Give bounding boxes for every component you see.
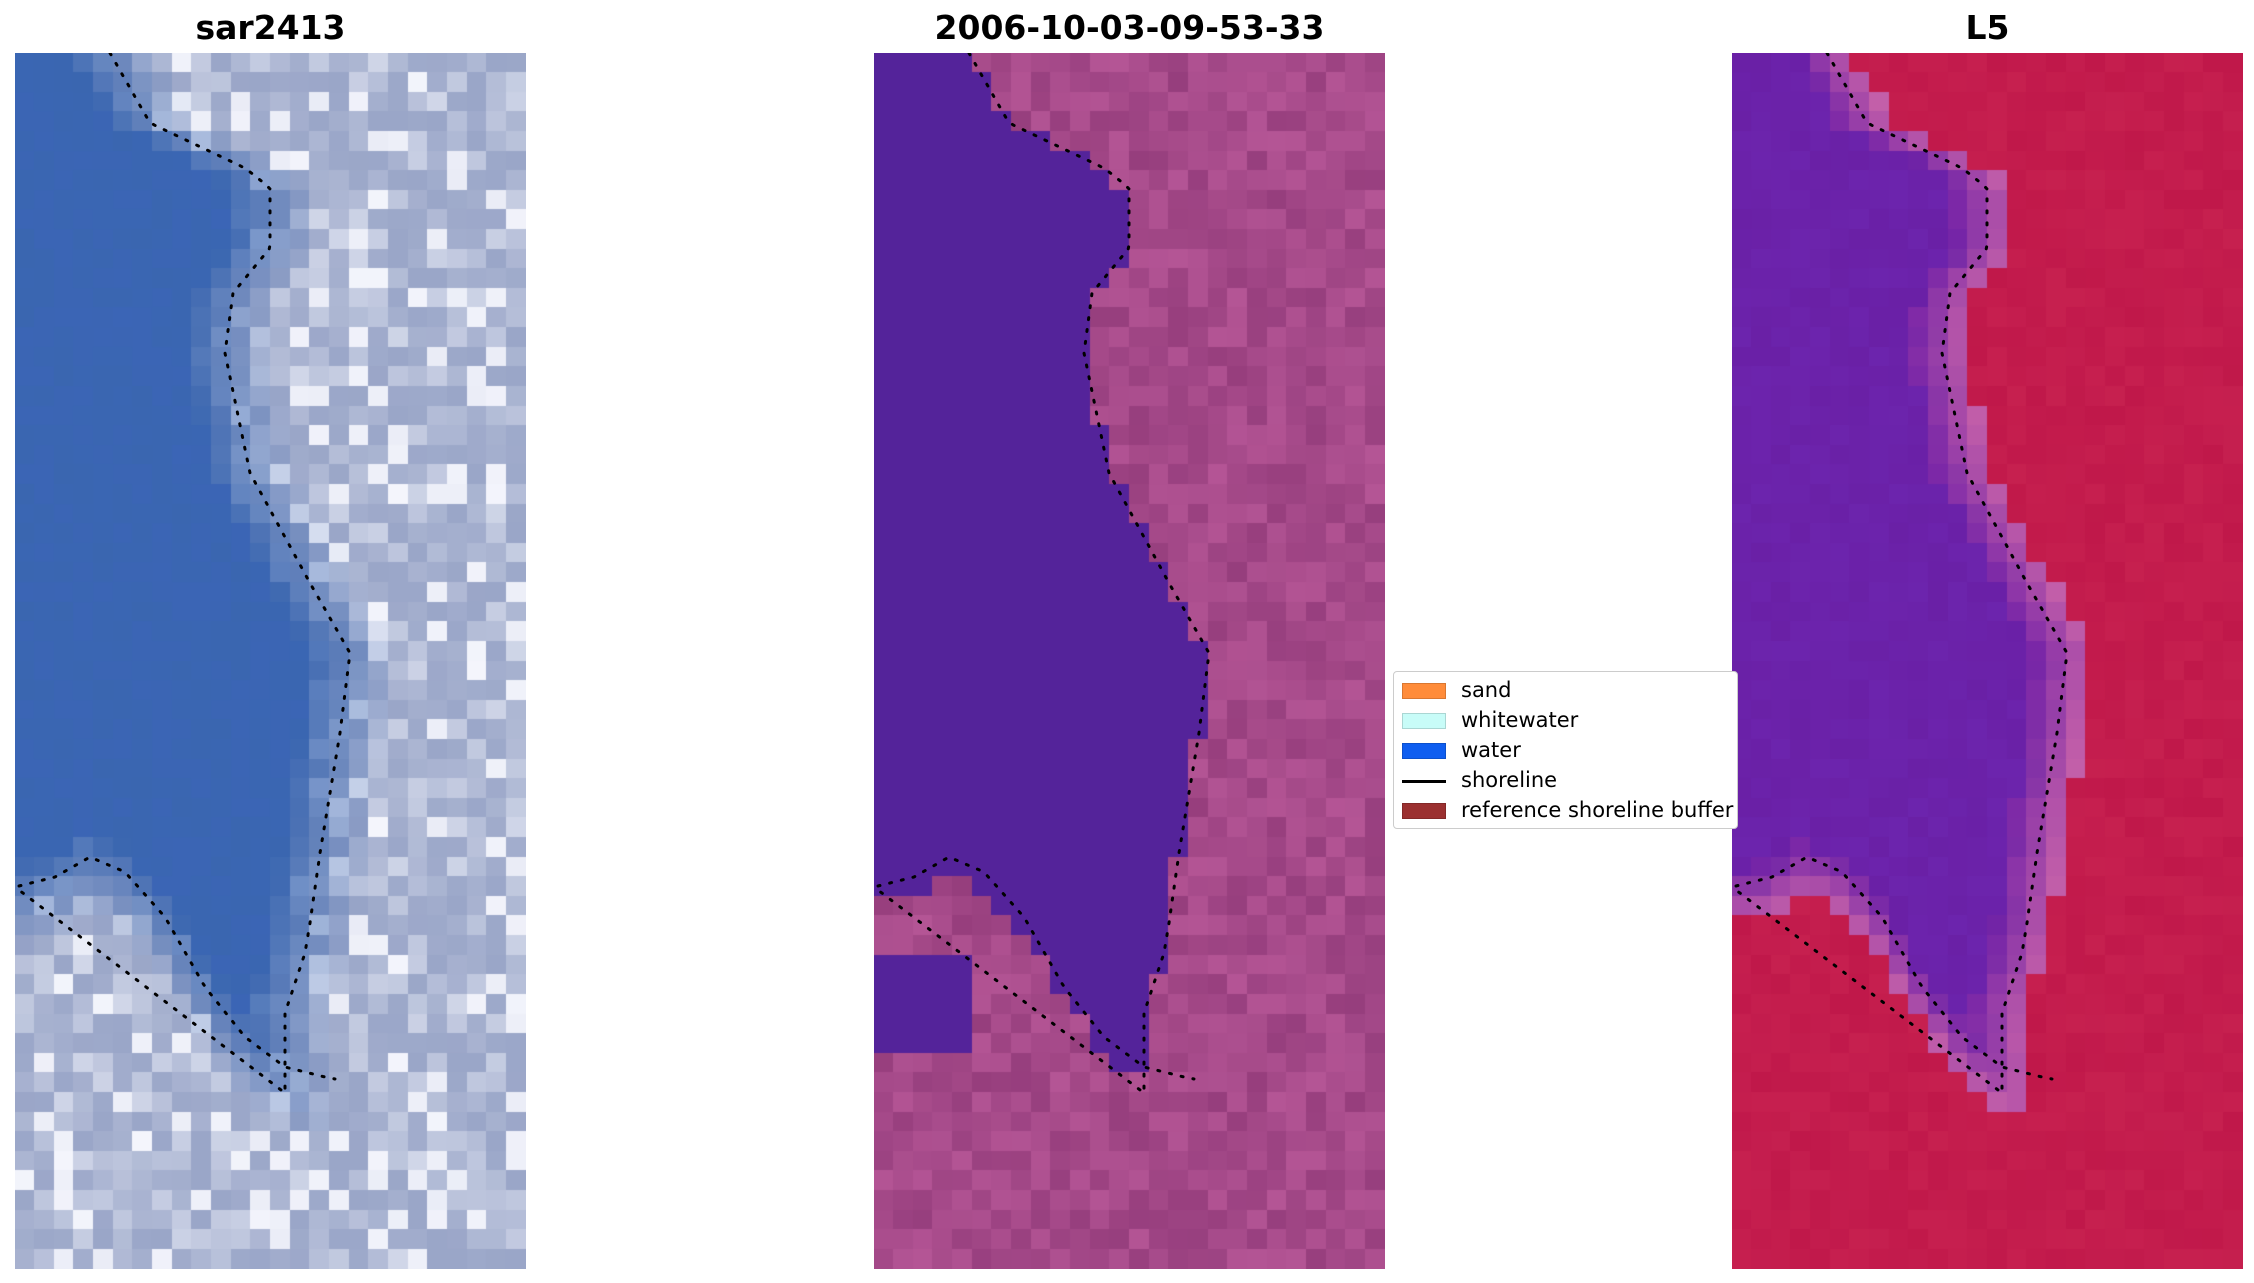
reference-buffer-swatch-icon: [1402, 803, 1446, 819]
panel-classified-image: [874, 53, 1385, 1269]
legend-label-shoreline: shoreline: [1461, 768, 1558, 792]
whitewater-swatch-icon: [1402, 713, 1446, 729]
rgb-image-canvas: [15, 53, 526, 1269]
legend-label-whitewater: whitewater: [1461, 708, 1579, 732]
shoreline-line-icon: [1402, 780, 1446, 783]
index-image-canvas: [1732, 53, 2243, 1269]
legend: sand whitewater water shoreline referenc…: [1393, 671, 1738, 829]
shoreline-line: [1732, 53, 2069, 1097]
shoreline-overlay-index: [1732, 53, 2069, 1097]
panel-rgb-image: [15, 53, 526, 1269]
panel-title-index: L5: [1965, 8, 2010, 47]
legend-label-sand: sand: [1461, 678, 1512, 702]
panel-title-classified: 2006-10-03-09-53-33: [934, 8, 1325, 47]
shoreline-overlay-classified: [874, 53, 1211, 1097]
water-swatch-icon: [1402, 743, 1446, 759]
legend-item-water: water: [1402, 735, 1737, 763]
shoreline-line: [15, 53, 352, 1097]
panel-title-rgb: sar2413: [195, 8, 346, 47]
legend-item-sand: sand: [1402, 675, 1737, 703]
legend-item-whitewater: whitewater: [1402, 705, 1737, 733]
shoreline-line-lower: [1734, 855, 2054, 1081]
legend-item-reference-buffer: reference shoreline buffer: [1402, 795, 1737, 823]
shoreline-line: [874, 53, 1211, 1097]
sand-swatch-icon: [1402, 683, 1446, 699]
shoreline-overlay-rgb: [15, 53, 352, 1097]
panel-index-image: [1732, 53, 2243, 1269]
legend-label-reference-buffer: reference shoreline buffer: [1461, 798, 1734, 822]
shoreline-line-lower: [876, 855, 1196, 1081]
shoreline-line-lower: [17, 855, 337, 1081]
classified-image-canvas: [874, 53, 1385, 1269]
legend-label-water: water: [1461, 738, 1521, 762]
legend-item-shoreline: shoreline: [1402, 765, 1737, 793]
